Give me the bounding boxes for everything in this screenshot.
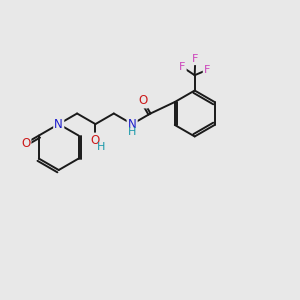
Text: O: O — [139, 94, 148, 107]
Text: N: N — [54, 118, 63, 130]
Text: O: O — [21, 137, 30, 150]
Text: O: O — [91, 134, 100, 147]
Text: H: H — [128, 127, 136, 137]
Text: F: F — [192, 54, 199, 64]
Text: N: N — [128, 118, 136, 130]
Text: H: H — [97, 142, 105, 152]
Text: F: F — [204, 65, 210, 75]
Text: F: F — [179, 62, 185, 72]
